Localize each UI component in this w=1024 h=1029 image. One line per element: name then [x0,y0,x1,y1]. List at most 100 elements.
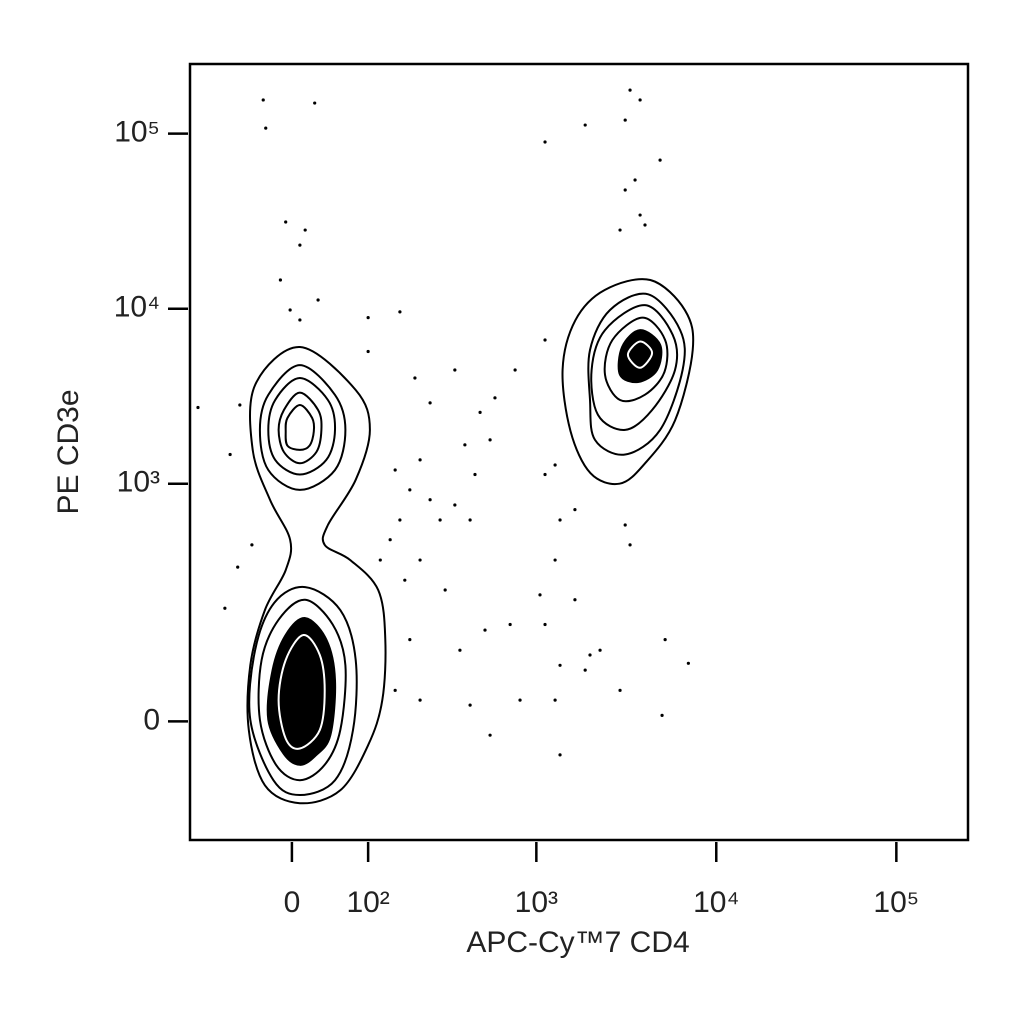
event-dot [686,661,690,665]
event-dot [558,753,562,757]
event-dot [250,543,254,547]
contour [277,634,326,750]
event-dot [553,558,557,562]
y-tick-label: 0 [143,703,160,736]
event-dot [573,508,577,512]
event-dot [378,558,382,562]
event-dot [303,228,307,232]
event-dot [284,220,288,224]
event-dot [388,538,392,542]
event-dot [543,622,547,627]
contour [277,391,323,465]
x-tick-label: 10³ [515,886,558,919]
event-dot [478,410,482,414]
event-dot [658,158,662,162]
event-dot [623,188,627,192]
contour [248,585,358,796]
event-dot [403,578,407,582]
event-dot [236,565,240,569]
event-dot [628,88,632,92]
event-dot [366,349,370,354]
event-dot [493,396,497,400]
event-dot [623,523,627,527]
event-dot [418,458,422,462]
event-dot [618,688,622,692]
event-dot [468,703,472,707]
y-axis-label: PE CD3e [52,389,85,514]
event-dot [543,338,547,342]
event-dot [313,101,317,105]
event-dot [366,316,370,320]
event-dot [408,488,412,492]
event-dot [408,638,412,642]
event-dot [223,606,227,610]
event-dot [196,405,200,410]
event-dot [238,403,242,407]
contour [617,329,663,384]
event-dot [418,558,422,562]
event-dot [638,98,642,102]
event-dot [513,368,517,372]
event-dot [553,463,557,467]
event-dot [264,126,268,130]
event-dot [428,498,432,502]
event-dot [288,308,292,312]
event-dot [588,653,592,657]
event-dot [413,376,417,380]
event-dot [298,243,302,247]
y-tick-label: 10³ [117,466,160,499]
event-dot [663,638,667,642]
event-dot [453,503,457,507]
event-dot [488,438,492,442]
event-dot [261,98,265,102]
contour [257,598,347,782]
event-dot [558,663,562,667]
event-dot [623,118,627,122]
event-dot [228,452,232,457]
event-dot [443,588,447,592]
event-dot [628,543,632,547]
event-dot [508,622,512,627]
contour [626,340,654,369]
event-dot [473,472,477,477]
contour [284,404,316,451]
event-dot [553,698,557,702]
event-dot [463,443,467,447]
event-dot [633,178,637,182]
event-dot [278,278,282,282]
event-dot [468,518,472,522]
contour [266,617,337,766]
contour [561,278,695,486]
contour [267,377,337,476]
event-dot [316,298,320,302]
event-dot [393,688,397,692]
event-dot [643,223,647,227]
event-dot [538,593,542,597]
event-dot [638,213,642,217]
event-dot [660,713,664,717]
event-dot [573,598,577,602]
contour [590,304,679,431]
event-dot [488,733,492,737]
event-dot [618,228,622,232]
x-axis-label: APC-Cy™7 CD4 [466,926,689,959]
event-dot [598,648,602,652]
event-dot [558,518,562,522]
contour [603,316,669,403]
event-dot [393,468,397,472]
x-tick-label: 0 [284,886,301,919]
event-dot [458,648,462,652]
y-tick-label: 10⁴ [114,291,160,324]
event-dot [518,698,522,702]
contour [246,345,387,805]
x-tick-label: 10⁵ [873,886,919,919]
event-dot [543,472,547,477]
event-dot [583,668,587,672]
contour [258,364,347,491]
y-tick-label: 10⁵ [114,116,160,149]
event-dot [438,518,442,522]
contour [587,292,686,456]
event-dot [543,140,547,144]
